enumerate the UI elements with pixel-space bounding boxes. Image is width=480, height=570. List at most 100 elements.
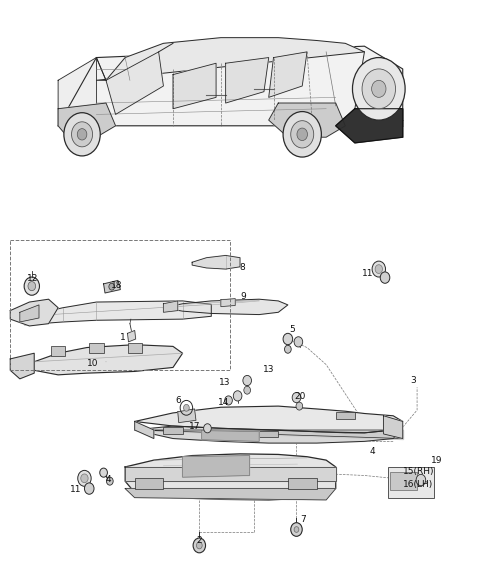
- Circle shape: [81, 474, 88, 483]
- Circle shape: [64, 113, 100, 156]
- Text: 2: 2: [196, 536, 202, 545]
- Circle shape: [107, 477, 113, 485]
- Text: 15(RH): 15(RH): [403, 467, 434, 476]
- Circle shape: [292, 393, 301, 402]
- Text: 13: 13: [219, 378, 230, 387]
- Polygon shape: [173, 63, 216, 109]
- Text: 16(LH): 16(LH): [403, 479, 433, 488]
- Polygon shape: [24, 301, 211, 325]
- Polygon shape: [58, 58, 96, 126]
- Bar: [163, 427, 182, 434]
- Polygon shape: [163, 299, 288, 315]
- Polygon shape: [384, 416, 403, 438]
- Circle shape: [24, 277, 39, 295]
- Bar: [89, 343, 104, 353]
- Bar: [128, 343, 142, 353]
- Polygon shape: [336, 109, 403, 143]
- Polygon shape: [20, 305, 39, 322]
- Circle shape: [77, 129, 87, 140]
- Bar: [390, 471, 417, 490]
- Circle shape: [243, 376, 252, 386]
- Circle shape: [28, 282, 36, 291]
- Bar: [10, 239, 230, 370]
- Text: 10: 10: [87, 359, 98, 368]
- Text: 3: 3: [410, 376, 416, 385]
- Circle shape: [109, 283, 115, 290]
- Polygon shape: [178, 409, 196, 422]
- Text: 17: 17: [189, 422, 201, 430]
- Circle shape: [225, 396, 232, 405]
- Text: 1: 1: [120, 333, 126, 342]
- Bar: [259, 430, 278, 437]
- Circle shape: [283, 333, 293, 345]
- Circle shape: [380, 272, 390, 283]
- Circle shape: [84, 483, 94, 494]
- Circle shape: [204, 424, 211, 433]
- Text: 5: 5: [290, 325, 296, 334]
- Text: 4: 4: [106, 475, 112, 484]
- Bar: [288, 478, 317, 488]
- Polygon shape: [104, 280, 120, 293]
- Text: 8: 8: [239, 263, 245, 272]
- Circle shape: [416, 474, 426, 486]
- Circle shape: [72, 122, 93, 147]
- Polygon shape: [128, 331, 136, 342]
- Circle shape: [294, 337, 303, 347]
- Text: 6: 6: [176, 397, 181, 405]
- Text: 12: 12: [27, 274, 38, 283]
- Polygon shape: [34, 345, 182, 375]
- Circle shape: [372, 80, 386, 97]
- Circle shape: [291, 121, 314, 148]
- Circle shape: [291, 523, 302, 536]
- Polygon shape: [106, 52, 163, 115]
- Polygon shape: [125, 467, 336, 481]
- Polygon shape: [135, 426, 403, 443]
- Circle shape: [297, 128, 308, 141]
- Polygon shape: [125, 488, 336, 500]
- Circle shape: [294, 527, 299, 532]
- Polygon shape: [135, 406, 403, 433]
- Text: 11: 11: [70, 485, 82, 494]
- Polygon shape: [269, 103, 345, 137]
- Text: 9: 9: [240, 292, 246, 301]
- Polygon shape: [182, 455, 250, 477]
- Circle shape: [78, 470, 91, 486]
- Polygon shape: [125, 454, 336, 500]
- Circle shape: [296, 402, 303, 410]
- Polygon shape: [135, 421, 154, 438]
- Circle shape: [244, 386, 251, 394]
- Circle shape: [372, 261, 385, 277]
- Bar: [135, 478, 163, 488]
- Polygon shape: [135, 430, 403, 438]
- Circle shape: [375, 264, 383, 274]
- Text: 13: 13: [263, 365, 275, 374]
- Polygon shape: [221, 299, 235, 307]
- Polygon shape: [192, 255, 240, 269]
- Polygon shape: [226, 58, 269, 103]
- Text: 20: 20: [295, 392, 306, 401]
- Circle shape: [196, 542, 202, 549]
- Polygon shape: [58, 46, 403, 126]
- Polygon shape: [10, 299, 58, 326]
- Text: 18: 18: [111, 280, 122, 290]
- Polygon shape: [10, 353, 34, 379]
- Bar: [336, 412, 355, 419]
- Circle shape: [193, 538, 205, 553]
- Circle shape: [285, 345, 291, 353]
- Circle shape: [362, 69, 396, 109]
- Bar: [388, 467, 434, 498]
- Polygon shape: [163, 301, 178, 312]
- Circle shape: [233, 391, 242, 401]
- Circle shape: [183, 404, 189, 411]
- Polygon shape: [58, 103, 116, 137]
- Polygon shape: [269, 52, 307, 97]
- Bar: [51, 346, 65, 356]
- Circle shape: [283, 112, 322, 157]
- Text: 14: 14: [218, 398, 229, 407]
- Polygon shape: [96, 38, 364, 80]
- Text: 19: 19: [431, 455, 443, 465]
- Text: 11: 11: [362, 269, 373, 278]
- Text: 4: 4: [369, 446, 375, 455]
- Circle shape: [100, 468, 108, 477]
- Circle shape: [352, 58, 405, 120]
